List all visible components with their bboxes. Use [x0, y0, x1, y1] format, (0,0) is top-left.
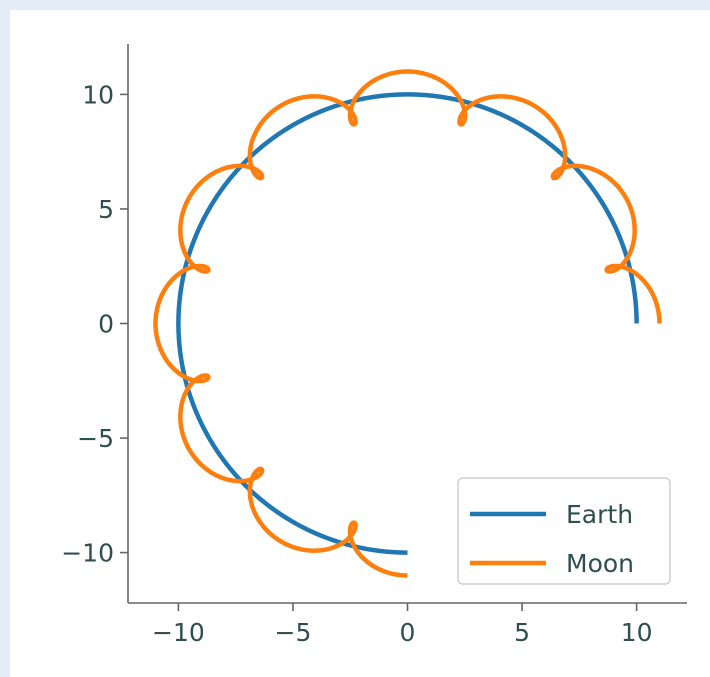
- y-tick-label: 5: [98, 195, 114, 224]
- x-tick-label: 10: [621, 618, 653, 647]
- y-ticks: 10 5 0 −5 −10: [61, 80, 128, 568]
- series-line-moon: [153, 69, 662, 578]
- plot-area: −10 −5 0 5 10 10 5 0 −5 −10 Earth Moon: [61, 44, 687, 647]
- y-tick-label: −5: [77, 424, 114, 453]
- x-ticks: −10 −5 0 5 10: [152, 603, 653, 647]
- series-line-earth: [176, 92, 639, 555]
- y-tick-label: 10: [82, 80, 114, 109]
- x-tick-label: 0: [400, 618, 416, 647]
- x-tick-label: −10: [152, 618, 205, 647]
- figure: −10 −5 0 5 10 10 5 0 −5 −10 Earth Moon: [10, 10, 710, 677]
- series-group: [153, 69, 662, 578]
- x-tick-label: −5: [275, 618, 312, 647]
- legend-box: [457, 477, 671, 585]
- legend-label-earth: Earth: [566, 500, 633, 529]
- y-tick-label: 0: [98, 310, 114, 339]
- y-tick-label: −10: [61, 539, 114, 568]
- legend: Earth Moon: [457, 477, 671, 585]
- x-tick-label: 5: [514, 618, 530, 647]
- legend-label-moon: Moon: [566, 549, 634, 578]
